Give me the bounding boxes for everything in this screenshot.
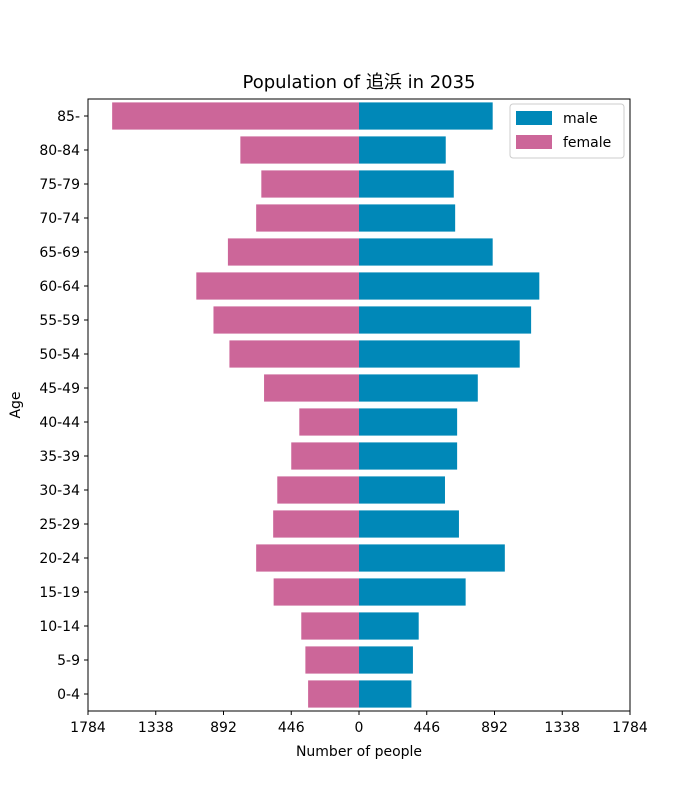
bar-female-60-64	[196, 272, 359, 300]
y-tick-label: 70-74	[39, 211, 80, 227]
x-tick-label: 1784	[70, 720, 106, 736]
x-tick-label: 446	[278, 720, 305, 736]
y-tick-label: 15-19	[39, 585, 80, 601]
y-tick-label: 35-39	[39, 449, 80, 465]
x-axis-label: Number of people	[296, 744, 422, 760]
x-axis: 1784 1338 892 446 0 446 892 1338 1784	[70, 711, 648, 736]
y-tick-label: 0-4	[57, 687, 80, 703]
bar-female-85-	[112, 102, 359, 130]
bar-male-5-9	[359, 646, 413, 674]
bar-female-10-14	[301, 612, 359, 640]
bar-male-45-49	[359, 374, 478, 402]
bar-female-25-29	[273, 510, 359, 538]
y-tick-label: 5-9	[57, 653, 80, 669]
y-tick-label: 60-64	[39, 279, 80, 295]
y-axis: 0-4 5-9 10-14 15-19 20-24 25-29 30-34 35-39 40-4…	[39, 109, 88, 703]
bar-male-75-79	[359, 170, 454, 198]
bar-female-40-44	[299, 408, 359, 436]
legend-swatch-female	[516, 135, 552, 149]
y-tick-label: 75-79	[39, 177, 80, 193]
bar-male-35-39	[359, 442, 458, 470]
bar-female-55-59	[213, 306, 359, 334]
bar-male-85-	[359, 102, 493, 130]
legend-label-male: male	[563, 111, 598, 127]
bar-male-30-34	[359, 476, 445, 504]
x-tick-label: 1338	[544, 720, 580, 736]
legend-swatch-male	[516, 111, 552, 125]
x-tick-label: 892	[210, 720, 237, 736]
y-tick-label: 45-49	[39, 381, 80, 397]
bar-female-65-69	[227, 238, 359, 266]
y-tick-label: 85-	[57, 109, 80, 125]
bar-female-80-84	[240, 136, 359, 164]
y-tick-label: 55-59	[39, 313, 80, 329]
bar-male-50-54	[359, 340, 520, 368]
bar-male-55-59	[359, 306, 532, 334]
bar-male-65-69	[359, 238, 493, 266]
bar-female-50-54	[229, 340, 359, 368]
bar-male-60-64	[359, 272, 540, 300]
y-tick-label: 40-44	[39, 415, 80, 431]
y-tick-label: 25-29	[39, 517, 80, 533]
bar-female-70-74	[256, 204, 359, 232]
bar-male-0-4	[359, 680, 412, 708]
bar-male-80-84	[359, 136, 446, 164]
bar-female-20-24	[256, 544, 359, 572]
y-tick-label: 10-14	[39, 619, 80, 635]
bar-male-15-19	[359, 578, 466, 606]
bar-male-10-14	[359, 612, 419, 640]
y-tick-label: 20-24	[39, 551, 80, 567]
legend-label-female: female	[563, 135, 611, 151]
bar-male-25-29	[359, 510, 459, 538]
bar-female-45-49	[264, 374, 359, 402]
bar-female-15-19	[273, 578, 359, 606]
bar-male-70-74	[359, 204, 456, 232]
bar-male-40-44	[359, 408, 458, 436]
x-tick-label: 0	[355, 720, 364, 736]
legend: male female	[509, 103, 625, 159]
x-tick-label: 892	[481, 720, 508, 736]
bar-male-20-24	[359, 544, 505, 572]
bar-female-35-39	[291, 442, 359, 470]
x-tick-label: 1784	[612, 720, 648, 736]
y-tick-label: 80-84	[39, 143, 80, 159]
chart-title: Population of 追浜 in 2035	[242, 72, 475, 93]
y-axis-label: Age	[8, 391, 24, 418]
y-tick-label: 30-34	[39, 483, 80, 499]
bar-female-0-4	[308, 680, 359, 708]
x-tick-label: 446	[413, 720, 440, 736]
bars-group	[112, 102, 540, 708]
y-tick-label: 50-54	[39, 347, 80, 363]
bar-female-75-79	[261, 170, 359, 198]
y-tick-label: 65-69	[39, 245, 80, 261]
x-tick-label: 1338	[138, 720, 174, 736]
bar-female-30-34	[277, 476, 359, 504]
bar-female-5-9	[305, 646, 359, 674]
